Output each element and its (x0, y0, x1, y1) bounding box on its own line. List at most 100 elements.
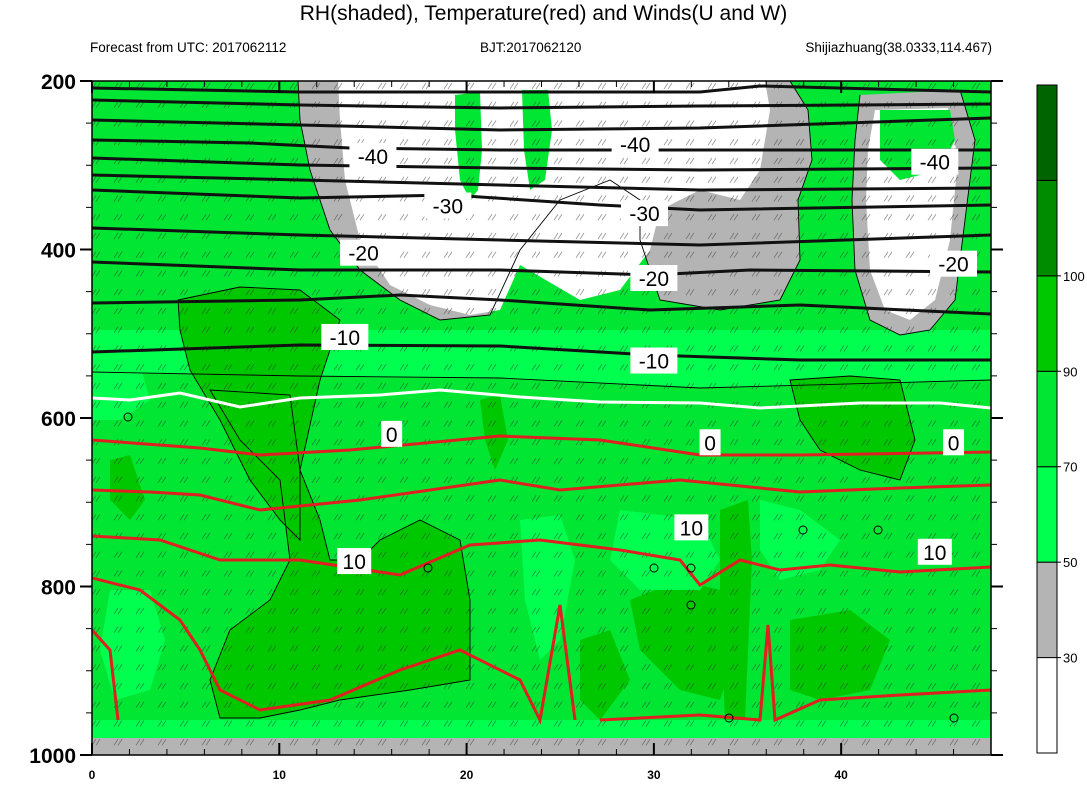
temperature-contour-labels: -40 -40 -40 -30 -30 -20 -20 -20 -10 -10 0 0 0 10 10 10 (321, 131, 978, 575)
colorbar-swatch (1036, 84, 1058, 181)
y-tick-label: 200 (41, 71, 76, 94)
chart-subtitle-left: Forecast from UTC: 2017062112 (90, 40, 287, 55)
temp-contour-label: -20 (340, 239, 388, 266)
y-tick-label: 1000 (29, 745, 76, 768)
temp-contour-warm-6 (599, 624, 991, 723)
temp-label-box (943, 429, 965, 456)
chart-title: RH(shaded), Temperature(red) and Winds(U… (299, 2, 788, 25)
temp-label-box (917, 538, 952, 565)
calm-marker (123, 412, 133, 422)
temp-contour-warm-4 (92, 576, 577, 725)
temp-label-text: 0 (386, 424, 398, 447)
temp-label-box (930, 250, 978, 277)
calm-markers (123, 412, 959, 723)
colorbar-swatch (1036, 466, 1058, 563)
calm-marker (686, 563, 696, 573)
calm-marker (649, 563, 659, 573)
colorbar: 30 50 70 90 100 (1036, 84, 1085, 754)
calm-marker (724, 713, 734, 723)
colorbar-swatch (1036, 561, 1058, 659)
temp-label-text: -10 (330, 327, 360, 350)
temp-contour-label: -40 (911, 148, 959, 175)
temp-contour-label: 10 (917, 538, 952, 565)
temp-contour-upper-3 (92, 116, 991, 132)
x-tick-label: 30 (647, 768, 661, 782)
temp-label-box (699, 429, 721, 456)
temp-label-text: 10 (680, 517, 703, 540)
calm-marker (873, 525, 883, 535)
calm-marker (949, 713, 959, 723)
temp-label-box (424, 192, 472, 219)
temp-contour-minus40 (92, 138, 991, 152)
chart-subtitle-right: Shijiazhuang(38.0333,114.467) (805, 40, 992, 55)
temp-label-text: -20 (938, 254, 968, 277)
temp-contour-label: 10 (674, 514, 709, 541)
temp-contour-label: -40 (349, 142, 397, 169)
y-tick-label: 800 (41, 577, 76, 600)
temp-contour-10 (92, 478, 991, 512)
calm-marker (798, 525, 808, 535)
temp-label-box (630, 347, 678, 374)
temp-contour-lower-1 (92, 260, 991, 277)
colorbar-swatch (1036, 657, 1058, 754)
colorbar-label: 100 (1063, 269, 1085, 284)
temp-contour-warm-5 (92, 628, 120, 721)
temp-contour-lower-2 (92, 343, 991, 362)
temp-contour-upper-6 (92, 173, 991, 192)
temp-contour-minus30 (92, 188, 991, 212)
temp-label-text: 0 (948, 432, 960, 455)
temp-contour-upper-1 (92, 84, 991, 94)
temp-contour-label: 10 (337, 548, 372, 575)
wind-barbs (92, 81, 991, 755)
x-tick-label: 10 (273, 768, 287, 782)
y-tick-label: 400 (41, 240, 76, 263)
temp-contour-label: -30 (621, 200, 669, 227)
temp-label-box (321, 323, 369, 350)
colorbar-swatch (1036, 370, 1058, 468)
temp-label-box (337, 548, 372, 575)
temp-contour-warm-1 (92, 434, 991, 457)
temp-label-text: -40 (920, 152, 950, 175)
temp-contour-label: -20 (630, 264, 678, 291)
temp-label-text: -40 (620, 134, 650, 157)
temp-label-box (349, 142, 397, 169)
temp-contour-label: -20 (930, 250, 978, 277)
temp-contour-warm-3 (92, 534, 991, 587)
colorbar-label: 50 (1063, 555, 1077, 570)
temp-label-box (611, 131, 659, 158)
temperature-contours (92, 84, 991, 725)
temp-label-text: -30 (629, 203, 659, 226)
temp-label-box (674, 514, 709, 541)
temp-label-text: -20 (639, 268, 669, 291)
temp-contour-upper-2 (92, 98, 991, 110)
calm-marker (686, 600, 696, 610)
x-tick-label: 40 (834, 768, 848, 782)
temp-label-box (621, 200, 669, 227)
temp-label-text: 10 (343, 551, 366, 574)
temp-label-box (381, 420, 403, 447)
temp-label-box (911, 148, 959, 175)
temp-label-text: -40 (358, 146, 388, 169)
x-tick-label: 0 (89, 768, 96, 782)
temp-contour-label: 0 (381, 420, 403, 447)
colorbar-label: 70 (1063, 460, 1077, 475)
temp-contour-label: -40 (611, 131, 659, 158)
temp-contour-label: -10 (630, 347, 678, 374)
temp-contour-0 (92, 388, 991, 410)
colorbar-label: 90 (1063, 364, 1077, 379)
chart-subtitle-center: BJT:2017062120 (480, 40, 582, 55)
temp-contour-minus20 (92, 226, 991, 247)
temp-label-text: -30 (433, 196, 463, 219)
temp-contour-minus10 (92, 293, 991, 316)
temp-contour-upper-5 (92, 156, 991, 172)
x-tick-label: 20 (460, 768, 474, 782)
calm-marker (423, 563, 433, 573)
temp-contour-label: 0 (943, 429, 965, 456)
colorbar-label: 30 (1063, 651, 1077, 666)
temp-label-text: -10 (639, 351, 669, 374)
temp-label-text: 0 (704, 432, 716, 455)
colorbar-swatch (1036, 179, 1058, 277)
temp-label-box (630, 264, 678, 291)
